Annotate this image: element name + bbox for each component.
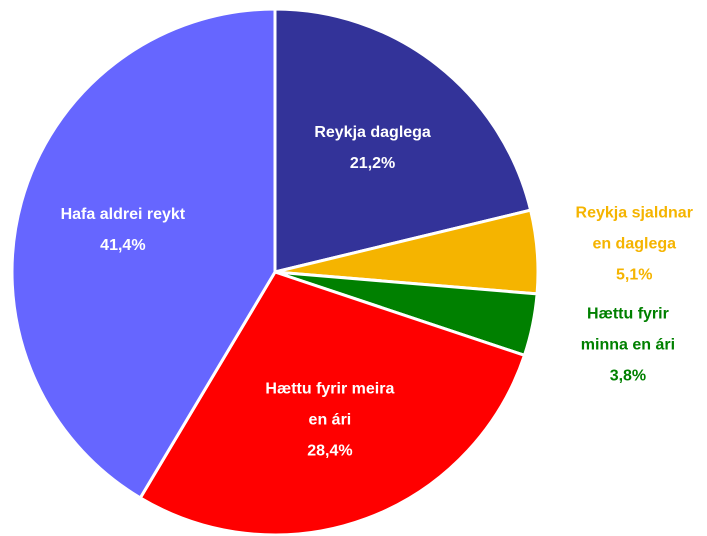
value-label: 41,4%: [100, 237, 146, 255]
category-label: Hafa aldrei reykt: [60, 206, 186, 224]
slice-label: Hafa aldrei reykt 41,4%: [58, 199, 188, 261]
slice-label: Reykja sjaldnar en daglega 5,1%: [569, 198, 699, 291]
pie-slice: [10, 7, 277, 500]
slice-label: Reykja daglega 21,2%: [308, 117, 438, 179]
slice-label: Hættu fyrir meira en ári 28,4%: [265, 373, 395, 466]
pie-slice: [273, 7, 533, 274]
category-label: Hættu fyrir meira en ári: [265, 380, 395, 429]
slice-label: Hættu fyrir minna en ári 3,8%: [563, 298, 693, 391]
value-label: 21,2%: [349, 154, 396, 172]
category-label: Hættu fyrir minna en ári: [580, 305, 676, 354]
value-label: 3,8%: [609, 367, 647, 385]
value-label: 28,4%: [307, 442, 353, 460]
value-label: 5,1%: [616, 266, 653, 284]
category-label: Reykja daglega: [314, 123, 431, 141]
category-label: Reykja sjaldnar en daglega: [575, 204, 693, 253]
